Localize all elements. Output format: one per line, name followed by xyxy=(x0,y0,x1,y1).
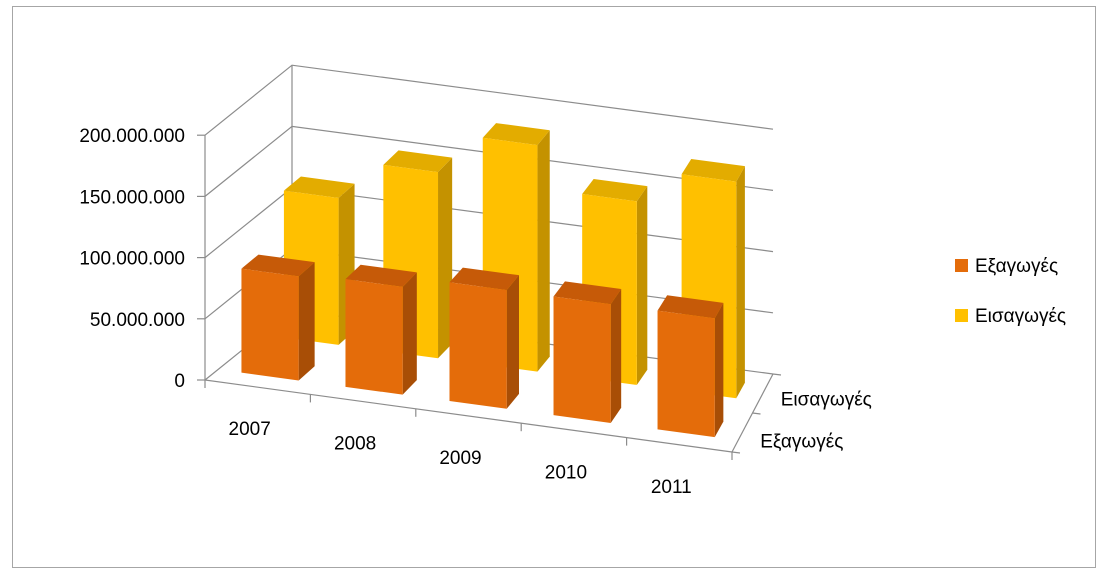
bar-exports-2009 xyxy=(449,267,519,409)
depth-tick-mark-0 xyxy=(731,451,741,454)
bar-top xyxy=(582,178,648,202)
x-tick-label-2011: 2011 xyxy=(651,477,692,498)
bar-side xyxy=(736,166,745,399)
x-tick-label-2009: 2009 xyxy=(439,448,481,469)
bar-top xyxy=(657,295,724,319)
legend-label-0: Εξαγωγές xyxy=(975,256,1058,277)
depth-label-1: Εισαγωγές xyxy=(781,390,872,411)
bar-front xyxy=(241,268,299,381)
bar-exports-2010 xyxy=(553,281,622,423)
bar-top xyxy=(553,281,622,305)
y-tick-label-1: 50.000.000 xyxy=(90,310,185,331)
axis-labels: 0 50.000.000 100.000.000 150.000.000 200.000… xyxy=(79,126,872,498)
bar-side xyxy=(506,275,519,409)
y-tick-label-0: 0 xyxy=(174,371,185,392)
bar-top xyxy=(283,176,355,198)
bar-side xyxy=(298,262,315,381)
bar-top xyxy=(449,267,519,291)
bar-top xyxy=(345,264,417,287)
bar-top xyxy=(482,123,550,146)
bar-side xyxy=(610,289,622,423)
x-tick-label-2010: 2010 xyxy=(545,462,587,483)
legend: Εξαγωγές Εισαγωγές xyxy=(955,256,1066,327)
bar-top xyxy=(681,158,745,182)
y-tick-label-3: 150.000.000 xyxy=(79,187,185,208)
depth-label-0: Εξαγωγές xyxy=(760,432,843,453)
bar-side xyxy=(636,186,648,385)
bar-front xyxy=(553,296,611,423)
bar-front xyxy=(345,279,403,395)
legend-swatch-1 xyxy=(955,309,968,322)
bar-exports-2008 xyxy=(345,264,417,395)
legend-swatch-0 xyxy=(955,259,968,272)
bar-side xyxy=(402,272,417,395)
legend-item-0: Εξαγωγές xyxy=(955,256,1058,277)
category-axis-line xyxy=(204,379,733,453)
bar-top xyxy=(241,254,315,277)
bar-side xyxy=(438,157,453,359)
depth-tick-mark-2 xyxy=(772,373,782,376)
bar-exports-2011 xyxy=(657,295,724,438)
x-tick-label-2008: 2008 xyxy=(334,434,376,455)
depth-tick-mark-1 xyxy=(752,412,761,415)
x-tick-label-2007: 2007 xyxy=(229,419,271,440)
legend-label-1: Εισαγωγές xyxy=(975,306,1066,327)
bar-side xyxy=(537,130,550,372)
gridline-4 xyxy=(204,64,774,136)
bar-front xyxy=(657,310,715,438)
bar-exports-2007 xyxy=(241,254,315,381)
y-tick-label-2: 100.000.000 xyxy=(79,249,185,270)
bar-side xyxy=(714,302,724,438)
bar-front xyxy=(449,282,507,409)
bar-top xyxy=(383,150,453,173)
legend-item-1: Εισαγωγές xyxy=(955,306,1066,327)
y-tick-label-4: 200.000.000 xyxy=(79,126,185,147)
bars xyxy=(241,123,745,438)
